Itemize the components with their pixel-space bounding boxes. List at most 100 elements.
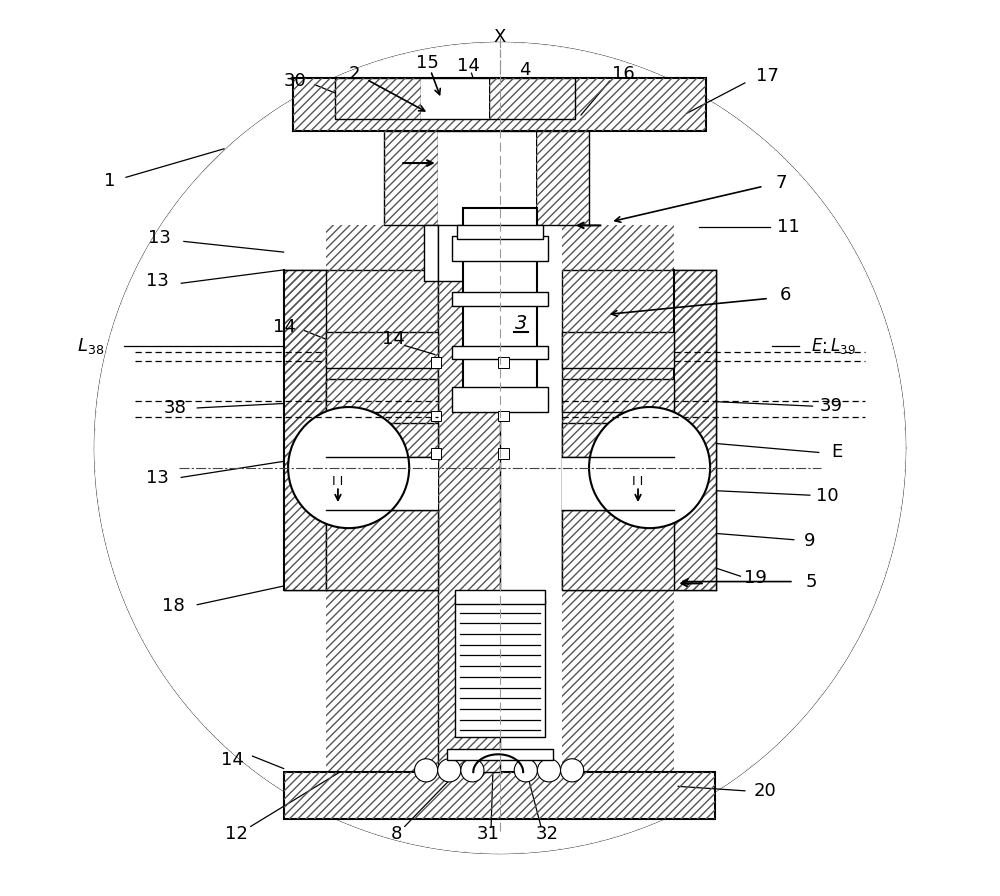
Bar [284,270,326,590]
Bar [536,131,589,226]
Bar [567,436,712,586]
Text: 32: 32 [536,825,559,843]
Bar [455,590,545,604]
Bar [326,511,438,590]
Bar [562,423,674,457]
Bar [562,270,716,590]
Text: $E;L_{39}$: $E;L_{39}$ [811,337,855,357]
Bar [326,378,438,412]
Text: 13: 13 [146,271,169,289]
Circle shape [95,43,905,853]
Text: 39: 39 [820,397,843,415]
Text: 18: 18 [162,598,185,616]
Bar [562,279,716,590]
Text: 14: 14 [457,57,479,75]
Bar [438,131,536,226]
Bar [284,279,438,590]
Bar [457,226,543,238]
Bar [438,131,500,772]
Text: 6: 6 [779,286,791,304]
Text: E: E [831,444,842,461]
Bar [284,270,438,590]
Bar [284,772,715,819]
Bar [326,332,438,368]
Bar [489,78,575,118]
Bar [562,332,674,368]
Circle shape [561,759,584,782]
Bar [384,131,438,226]
Text: 2: 2 [349,65,361,83]
Text: 38: 38 [164,399,186,417]
Bar [452,292,548,306]
Bar [431,448,441,459]
Text: 14: 14 [221,751,244,769]
Bar [326,378,438,412]
Bar [562,270,716,590]
Bar [326,332,438,368]
Text: 13: 13 [148,228,171,247]
Bar [431,358,441,368]
Text: 31: 31 [477,825,500,843]
Circle shape [589,407,710,528]
Polygon shape [95,43,905,853]
Bar [455,599,545,737]
Bar [489,78,575,118]
Circle shape [415,759,438,782]
Bar [452,236,548,261]
Bar [326,590,438,772]
Bar [284,772,715,819]
Bar [335,78,421,118]
Bar [536,131,589,226]
Text: 14: 14 [382,331,405,349]
Bar [498,410,509,421]
Bar [335,78,421,118]
Bar [326,423,438,457]
Bar [438,131,500,772]
Text: 1: 1 [104,172,116,190]
Bar [452,387,548,412]
Text: $L_{38}$: $L_{38}$ [77,337,104,357]
Text: 16: 16 [612,65,634,83]
Text: 10: 10 [816,487,839,505]
Bar [562,590,674,772]
Bar [674,270,716,590]
Circle shape [537,759,561,782]
Bar [431,410,441,421]
Text: 20: 20 [754,782,777,800]
Bar [447,749,553,760]
Bar [424,226,438,280]
Text: 19: 19 [744,569,767,587]
Bar [326,511,438,590]
Text: 13: 13 [146,470,169,487]
Circle shape [461,759,484,782]
Text: X: X [494,28,506,46]
Bar [562,511,674,590]
Bar [326,457,438,511]
Bar [562,332,674,368]
Text: 15: 15 [416,55,438,73]
Text: 9: 9 [804,531,816,549]
Text: 8: 8 [391,825,402,843]
Text: 12: 12 [225,825,248,843]
Text: 30: 30 [284,73,307,90]
Bar [562,226,674,332]
Bar [384,131,438,226]
Circle shape [514,759,537,782]
Text: 11: 11 [777,218,800,237]
Bar [562,511,674,590]
Text: 14: 14 [273,318,296,336]
Bar [463,208,537,412]
Bar [293,78,706,131]
Circle shape [288,407,409,528]
Bar [284,279,438,590]
Bar [284,270,438,590]
Bar [326,226,438,332]
Bar [562,423,674,457]
Bar [562,378,674,412]
Circle shape [438,759,461,782]
Bar [562,378,674,412]
Text: I I: I I [632,476,644,488]
Bar [438,226,500,280]
Bar [326,423,438,457]
Bar [498,448,509,459]
